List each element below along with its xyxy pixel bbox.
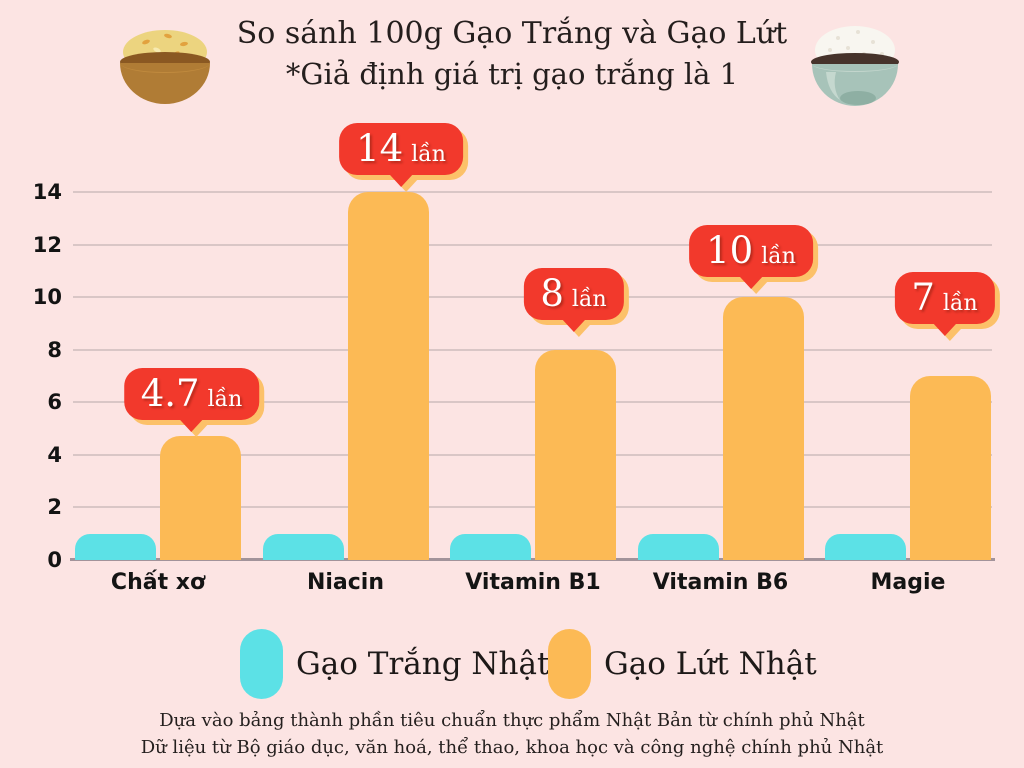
value-callout-badge: 14 lần (339, 123, 463, 175)
category-label: Magie (870, 570, 946, 595)
source-note: Dựa vào bảng thành phần tiêu chuẩn thực … (0, 707, 1024, 761)
category-label: Chất xơ (110, 570, 206, 595)
bar-white-rice (75, 533, 156, 560)
bar-brown-rice (347, 192, 429, 560)
y-axis-tick-label: 4 (47, 442, 62, 467)
legend-swatch-white-rice (240, 629, 283, 699)
callout-value: 7 (911, 276, 935, 319)
bar-brown-rice (910, 376, 991, 560)
callout-value: 10 (706, 229, 754, 273)
gridline (73, 506, 992, 509)
legend-item-brown-rice: Gạo Lứt Nhật (548, 629, 817, 699)
category-label: Vitamin B6 (652, 570, 789, 595)
x-axis-line (70, 558, 995, 561)
legend-swatch-brown-rice (548, 629, 591, 699)
category-label: Niacin (306, 570, 385, 595)
bar-brown-rice (160, 436, 241, 560)
callout-value: 14 (356, 127, 404, 170)
callout-unit: lần (942, 291, 978, 316)
bar-brown-rice (535, 349, 616, 560)
callout-value: 8 (540, 271, 564, 315)
y-axis-tick-label: 8 (47, 337, 62, 362)
value-callout-badge: 7 lần (894, 272, 995, 324)
callout-unit: lần (571, 286, 607, 312)
callout-unit: lần (411, 142, 446, 167)
callout-value: 4.7 (140, 372, 200, 416)
y-axis-tick-label: 10 (32, 285, 62, 310)
gridline (73, 401, 992, 404)
legend-item-white-rice: Gạo Trắng Nhật (240, 629, 549, 699)
value-callout-badge: 4.7 lần (123, 368, 260, 421)
bar-white-rice (262, 533, 344, 560)
source-note-line-1: Dựa vào bảng thành phần tiêu chuẩn thực … (159, 710, 865, 731)
gridline (73, 191, 992, 193)
brown-rice-bowl-icon (112, 24, 218, 108)
category-label: Vitamin B1 (465, 570, 601, 595)
gridline (73, 453, 992, 456)
y-axis-tick-label: 0 (47, 548, 62, 572)
callout-unit: lần (761, 244, 796, 270)
source-note-line-2: Dữ liệu từ Bộ giáo dục, văn hoá, thể tha… (140, 737, 884, 758)
y-axis-tick-label: 2 (47, 495, 62, 520)
gridline (73, 348, 992, 351)
bar-white-rice (450, 533, 531, 560)
gridline (73, 243, 992, 246)
title-line-2: *Giả định giá trị gạo trắng là 1 (285, 57, 739, 91)
y-axis-tick-label: 12 (32, 232, 62, 257)
value-callout-badge: 8 lần (523, 267, 624, 320)
y-axis-tick-label: 14 (32, 180, 62, 204)
white-rice-bowl-icon (798, 20, 912, 112)
title-line-1: So sánh 100g Gạo Trắng và Gạo Lứt (236, 16, 788, 51)
value-callout-badge: 10 lần (689, 225, 813, 278)
bar-white-rice (637, 533, 719, 560)
bar-white-rice (825, 533, 906, 560)
y-axis-tick-label: 6 (47, 390, 62, 415)
page-title: So sánh 100g Gạo Trắng và Gạo Lứt *Giả đ… (0, 14, 1024, 94)
bar-brown-rice (722, 297, 804, 560)
callout-unit: lần (207, 387, 243, 413)
legend-label-white-rice: Gạo Trắng Nhật (296, 646, 550, 682)
legend-label-brown-rice: Gạo Lứt Nhật (604, 646, 817, 682)
